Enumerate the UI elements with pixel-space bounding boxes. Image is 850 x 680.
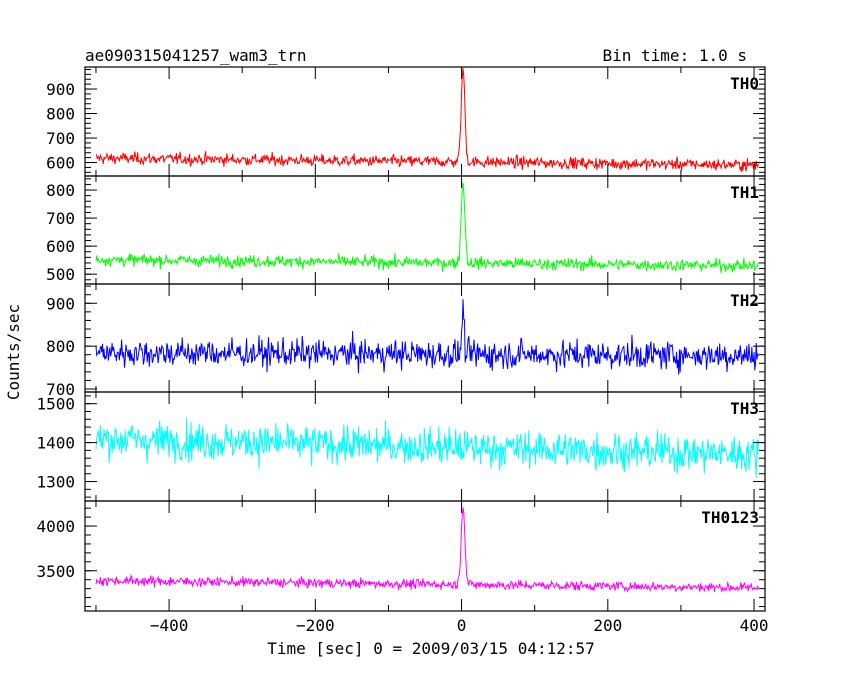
series-line-th3 (95, 417, 759, 478)
y-tick-label: 700 (46, 380, 75, 399)
chart-title: ae090315041257_wam3_trn (85, 46, 307, 65)
panel-frame (84, 500, 766, 612)
y-tick-label: 1300 (36, 473, 75, 492)
panel-th2: 700 800 900 TH2 (46, 283, 766, 399)
series-line-th0123 (95, 507, 759, 593)
panel-th0: 600 700 800 900 TH0 (46, 66, 766, 177)
x-tick-label: 200 (593, 616, 622, 635)
y-axis-label: Counts/sec (4, 304, 23, 400)
y-tick-label: 800 (46, 105, 75, 124)
y-tick-label: 4000 (36, 517, 75, 536)
x-axis-label: Time [sec] 0 = 2009/03/15 04:12:57 (267, 639, 595, 658)
panel-label: TH3 (730, 399, 759, 418)
panel-label: TH1 (730, 183, 759, 202)
x-tick-label: −200 (296, 616, 335, 635)
x-tick-label: 0 (457, 616, 467, 635)
y-tick-label: 800 (46, 337, 75, 356)
y-tick-label: 3500 (36, 562, 75, 581)
series-line-th2 (95, 299, 759, 375)
panel-frame (84, 283, 766, 393)
y-tick-label: 600 (46, 237, 75, 256)
y-tick-label: 1400 (36, 434, 75, 453)
y-tick-label: 600 (46, 154, 75, 173)
series-line-th0 (95, 68, 759, 172)
x-tick-label: −400 (150, 616, 189, 635)
bin-time-label: Bin time: 1.0 s (603, 46, 748, 65)
panel-label: TH0 (730, 74, 759, 93)
y-tick-label: 800 (46, 181, 75, 200)
x-tick-label: 400 (740, 616, 769, 635)
panel-th3: 1300 1400 1500 TH3 (36, 391, 766, 502)
y-tick-label: 900 (46, 294, 75, 313)
panel-label: TH2 (730, 291, 759, 310)
y-tick-label: 500 (46, 265, 75, 284)
panel-th0123: 3500 4000 TH0123 (36, 500, 766, 612)
y-tick-label: 1500 (36, 395, 75, 414)
panels-group: 600 700 800 900 TH0 500 600 700 800 TH1 700 800 900 T… (36, 66, 766, 612)
panel-label: TH0123 (701, 508, 759, 527)
y-tick-label: 900 (46, 80, 75, 99)
y-tick-label: 700 (46, 129, 75, 148)
panel-th1: 500 600 700 800 TH1 (46, 175, 766, 285)
y-tick-label: 700 (46, 209, 75, 228)
series-line-th1 (95, 182, 759, 274)
x-axis: −400 −200 0 200 400 (150, 616, 769, 635)
